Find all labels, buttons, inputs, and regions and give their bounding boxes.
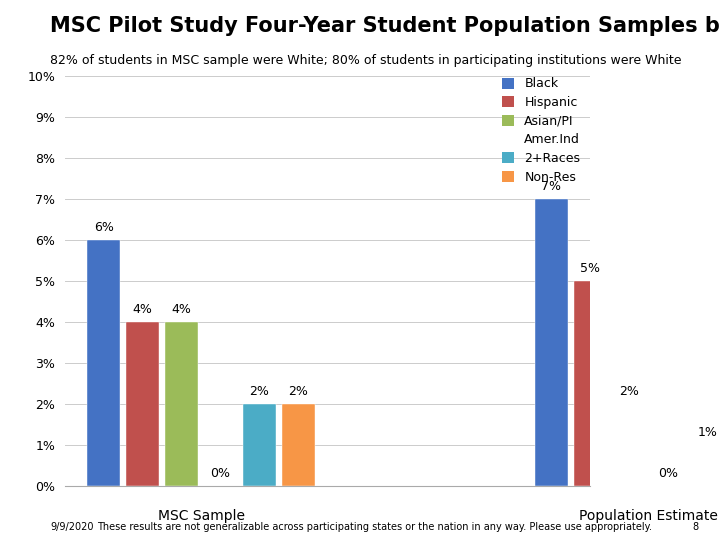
Bar [613, 404, 646, 486]
Bar [282, 404, 315, 486]
Text: MSC Pilot Study Four-Year Student Population Samples by Race: MSC Pilot Study Four-Year Student Popula… [50, 16, 720, 36]
Text: 2%: 2% [250, 385, 269, 398]
Legend: Black, Hispanic, Asian/PI, Amer.Ind, 2+Races, Non-Res: Black, Hispanic, Asian/PI, Amer.Ind, 2+R… [498, 73, 584, 187]
Text: 2%: 2% [289, 385, 308, 398]
Bar [574, 281, 607, 486]
Text: 4%: 4% [132, 303, 153, 316]
Bar [243, 404, 276, 486]
Text: 0%: 0% [210, 467, 230, 480]
Text: 0%: 0% [658, 467, 678, 480]
Bar [690, 445, 720, 486]
Text: 2%: 2% [619, 385, 639, 398]
Text: 4%: 4% [171, 303, 192, 316]
Text: These results are not generalizable across participating states or the nation in: These results are not generalizable acro… [97, 522, 652, 532]
Text: 9/9/2020: 9/9/2020 [50, 522, 94, 532]
Text: 1%: 1% [697, 426, 717, 439]
Bar [87, 240, 120, 486]
Text: 7%: 7% [541, 180, 562, 193]
Text: MSC Sample: MSC Sample [158, 509, 245, 523]
Text: 6%: 6% [94, 221, 114, 234]
Text: 5%: 5% [580, 262, 600, 275]
Text: 82% of students in MSC sample were White; 80% of students in participating insti: 82% of students in MSC sample were White… [50, 54, 682, 67]
Bar [535, 199, 568, 486]
Text: Population Estimate: Population Estimate [580, 509, 719, 523]
Bar [165, 322, 198, 486]
Bar [126, 322, 159, 486]
Text: 8: 8 [692, 522, 698, 532]
